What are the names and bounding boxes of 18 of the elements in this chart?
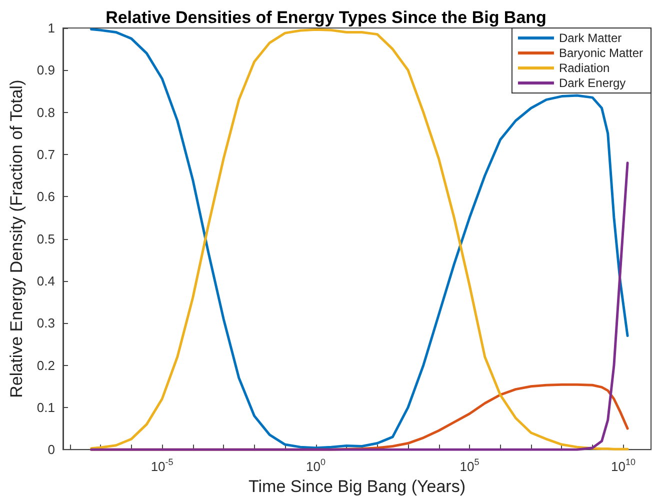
y-tick-label: 0.1 — [36, 400, 55, 415]
legend-label: Baryonic Matter — [558, 46, 644, 60]
y-tick-label: 0.7 — [36, 146, 55, 162]
x-axis-title: Time Since Big Bang (Years) — [248, 477, 466, 496]
chart-title: Relative Densities of Energy Types Since the Big Bang — [106, 8, 546, 27]
y-tick-label: 0.8 — [36, 104, 55, 120]
y-tick-label: 0 — [48, 442, 55, 458]
legend-label: Dark Matter — [558, 31, 622, 45]
y-tick-label: 0.5 — [36, 231, 55, 246]
y-tick-label: 0.4 — [36, 273, 55, 288]
y-axis-title: Relative Energy Density (Fraction of Total) — [7, 80, 26, 398]
y-tick-label: 0.2 — [36, 358, 55, 373]
y-tick-label: 0.6 — [36, 189, 55, 204]
legend-label: Dark Energy — [558, 76, 626, 90]
y-tick-label: 1 — [48, 20, 55, 36]
y-tick-label: 0.3 — [36, 316, 55, 331]
y-tick-label: 0.9 — [36, 62, 55, 78]
legend-label: Radiation — [558, 61, 610, 75]
